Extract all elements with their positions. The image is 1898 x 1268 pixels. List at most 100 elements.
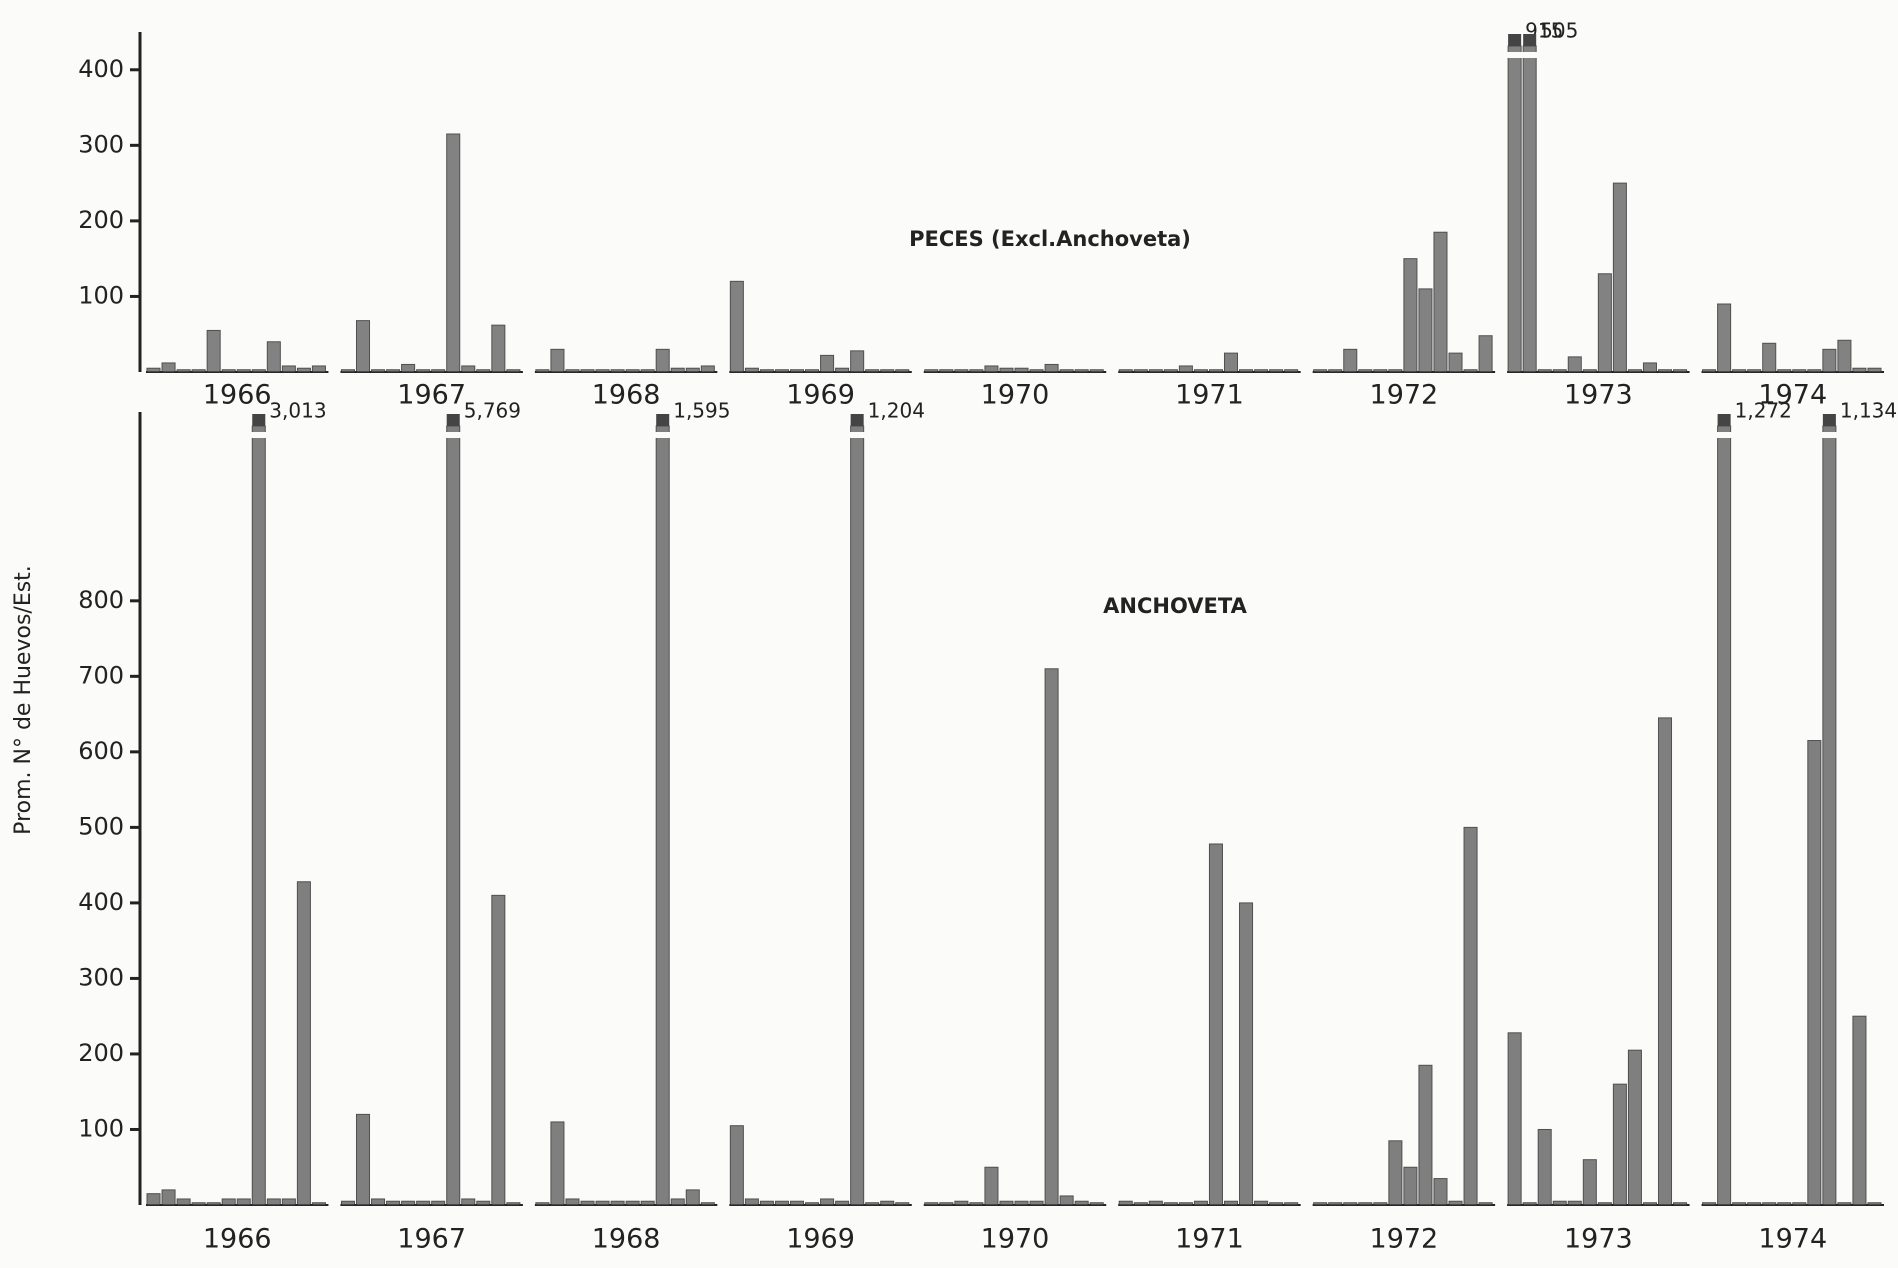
bar — [835, 1200, 850, 1206]
bar — [340, 369, 355, 373]
bar — [1732, 1202, 1747, 1206]
bar — [954, 369, 969, 373]
bar — [176, 1198, 191, 1206]
bar — [461, 1198, 476, 1206]
bar — [401, 1200, 416, 1206]
bar — [1597, 1202, 1612, 1206]
bar — [371, 369, 386, 373]
bar — [984, 365, 999, 373]
bar — [1358, 369, 1373, 373]
bar — [176, 369, 191, 373]
bar — [206, 329, 221, 373]
bar — [610, 369, 625, 373]
y-tick-label: 200 — [78, 206, 124, 234]
bar — [1673, 369, 1688, 373]
bar — [789, 369, 805, 373]
bar — [1537, 1128, 1552, 1206]
bar — [1597, 273, 1612, 373]
bar-break — [1507, 52, 1523, 58]
bar — [820, 1198, 835, 1206]
bar-cap — [252, 414, 266, 426]
bar — [355, 1113, 371, 1206]
bar — [191, 369, 206, 373]
bar — [565, 1198, 580, 1206]
bar — [446, 425, 461, 1206]
bar — [266, 1198, 281, 1206]
y-tick-label: 300 — [78, 963, 124, 991]
bar — [1313, 1202, 1328, 1206]
bar — [580, 1200, 595, 1206]
bar — [1089, 369, 1104, 373]
year-label: 1973 — [1564, 1224, 1633, 1255]
bar — [850, 350, 865, 373]
bar — [1837, 339, 1852, 373]
bar — [535, 1202, 550, 1206]
bar — [1673, 1202, 1688, 1206]
bar — [1208, 369, 1223, 373]
bar — [924, 369, 939, 373]
year-label: 1967 — [397, 1224, 466, 1255]
bar — [939, 369, 954, 373]
bar — [939, 1202, 954, 1206]
bar — [191, 1202, 206, 1206]
bar — [1852, 367, 1867, 373]
bar — [1089, 1202, 1104, 1206]
bar — [1328, 1202, 1343, 1206]
bar — [1163, 369, 1178, 373]
bar — [895, 369, 910, 373]
bar — [416, 1200, 431, 1206]
year-label: 1971 — [1175, 1224, 1244, 1255]
bar — [1717, 425, 1732, 1206]
bar — [1133, 369, 1148, 373]
bar — [1313, 369, 1328, 373]
bar — [1702, 1202, 1717, 1206]
bar — [1552, 1200, 1567, 1206]
bar — [161, 362, 176, 373]
bar — [1837, 1202, 1852, 1206]
bar — [835, 367, 850, 373]
bar — [850, 425, 865, 1206]
value-label: 3,013 — [269, 399, 326, 423]
bar — [431, 369, 446, 373]
bar — [1463, 369, 1478, 373]
bar — [1254, 369, 1269, 373]
bar — [1029, 369, 1044, 373]
bar — [1717, 303, 1732, 373]
bar — [729, 1125, 744, 1206]
bar — [1269, 1202, 1284, 1206]
bar — [1403, 1166, 1418, 1206]
bar — [386, 1200, 401, 1206]
bar — [685, 367, 700, 373]
bar — [1178, 365, 1193, 373]
bar — [535, 369, 550, 373]
bar — [1867, 1202, 1882, 1206]
year-label: 1968 — [592, 380, 661, 411]
bar — [1627, 1049, 1642, 1206]
bar — [1239, 369, 1254, 373]
bar — [999, 367, 1014, 373]
year-label: 1969 — [786, 1224, 855, 1255]
bar — [1507, 45, 1522, 373]
year-label: 1974 — [1758, 1224, 1827, 1255]
bar — [744, 1198, 759, 1206]
bar — [311, 1202, 326, 1206]
year-label: 1973 — [1564, 380, 1633, 411]
bar — [1223, 1200, 1239, 1206]
bar — [1029, 1200, 1044, 1206]
bar — [1807, 740, 1822, 1206]
year-label: 1968 — [592, 1224, 661, 1255]
bar — [1522, 1202, 1537, 1206]
bar — [1537, 369, 1552, 373]
bar — [1567, 1200, 1582, 1206]
bar — [1163, 1202, 1178, 1206]
bar — [236, 1198, 251, 1206]
bar — [1373, 369, 1388, 373]
bar — [1582, 1159, 1597, 1206]
bar — [146, 1193, 161, 1206]
y-tick-label: 200 — [78, 1039, 124, 1067]
bar — [1284, 1202, 1299, 1206]
bar — [1178, 1202, 1193, 1206]
bar — [506, 369, 521, 373]
bar — [416, 369, 431, 373]
